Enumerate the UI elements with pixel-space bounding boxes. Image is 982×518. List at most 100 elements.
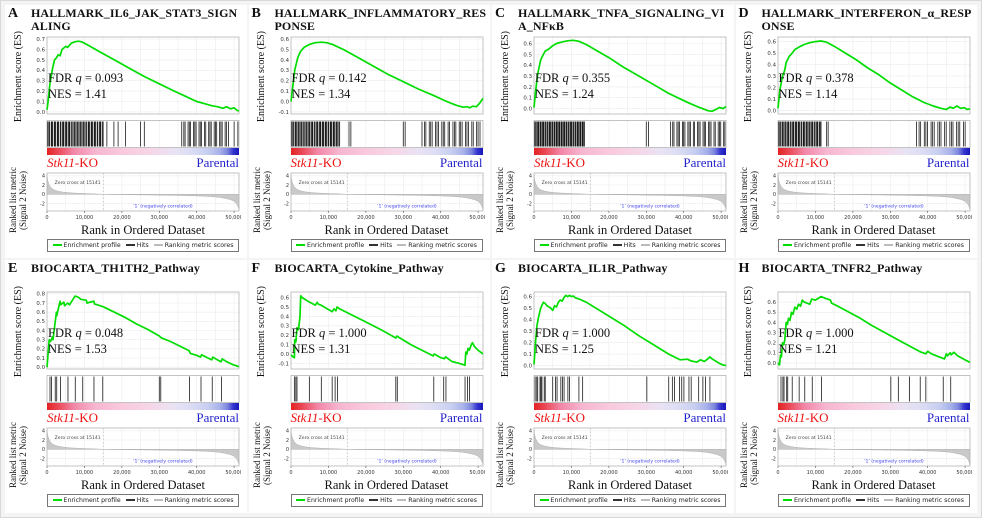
enrichment-score-plot: 0.8 0.7 0.6 0.5 0.4 0.3 0.2 0.1 0.0	[36, 291, 240, 371]
svg-text:0.3: 0.3	[36, 79, 45, 85]
svg-text:40,000: 40,000	[431, 215, 449, 221]
nes-line: NES = 1.25	[535, 342, 594, 357]
ranking-metric-swatch	[640, 244, 650, 246]
parental-label: Parental	[196, 155, 239, 170]
fdr-nes-stats: FDR q = 0.142 NES = 1.34	[292, 70, 367, 103]
svg-text:4: 4	[529, 429, 532, 435]
svg-text:'1' (negatively correlated): '1' (negatively correlated)	[133, 204, 193, 210]
svg-text:20,000: 20,000	[113, 470, 130, 476]
svg-text:0.1: 0.1	[280, 89, 289, 95]
es-axis-label: Enrichment score (ES)	[736, 31, 762, 122]
stk11-ko-label: Stk11-KO	[290, 155, 342, 170]
svg-text:0.6: 0.6	[280, 37, 289, 43]
metric-axis-label-line1: Ranked list metric	[495, 422, 505, 488]
panel-letter: D	[738, 6, 749, 21]
svg-text:20,000: 20,000	[844, 470, 862, 476]
nes-line: NES = 1.14	[778, 87, 838, 102]
svg-text:30,000: 30,000	[881, 215, 899, 221]
ranking-metric-swatch	[640, 499, 650, 501]
parental-label: Parental	[439, 410, 483, 425]
ranking-metric-swatch	[884, 244, 894, 246]
x-axis-label: Rank in Ordered Dataset	[568, 223, 692, 237]
es-axis-label: Enrichment score (ES)	[492, 286, 518, 377]
svg-text:2: 2	[529, 438, 532, 444]
svg-text:'1' (negatively correlated): '1' (negatively correlated)	[620, 459, 680, 465]
svg-text:2: 2	[772, 183, 775, 189]
legend-item-ranking: Ranking metric scores	[153, 497, 233, 504]
svg-text:0.2: 0.2	[767, 86, 776, 92]
svg-text:30,000: 30,000	[638, 470, 656, 476]
phenotype-labels: Stk11-KO Parental	[291, 410, 483, 426]
svg-text:Zero cross at 15141: Zero cross at 15141	[542, 435, 588, 441]
metric-axis-label-line2: (Signal 2 Noise)	[505, 170, 515, 230]
gsea-panel-c: C HALLMARK_TNFA_SIGNALING_VIA_NFκB Enric…	[492, 5, 734, 258]
svg-text:4: 4	[285, 174, 288, 180]
es-axis-label-text: Enrichment score (ES)	[499, 31, 511, 123]
legend-item-enrichment: Enrichment profile	[783, 242, 851, 249]
svg-text:10,000: 10,000	[563, 215, 581, 221]
svg-text:30,000: 30,000	[394, 470, 412, 476]
gsea-panel-e: E BIOCARTA_TH1TH2_Pathway Enrichment sco…	[5, 260, 247, 513]
metric-axis-label-line2: (Signal 2 Noise)	[261, 170, 272, 230]
enrichment-score-plot: 0.6 0.5 0.4 0.3 0.2 0.1 0.0	[767, 291, 970, 370]
ranking-metric-swatch	[153, 244, 163, 246]
legend-item-hits: Hits	[856, 497, 879, 504]
phenotype-gradient-bar	[534, 403, 726, 410]
panel-title: BIOCARTA_TH1TH2_Pathway	[31, 261, 201, 275]
svg-text:0.5: 0.5	[280, 47, 289, 53]
enrichment-profile-swatch	[539, 499, 549, 501]
phenotype-gradient-bar	[47, 148, 239, 155]
svg-text:20,000: 20,000	[113, 215, 130, 221]
enrichment-score-plot: 0.6 0.5 0.4 0.3 0.2 0.1 0.0	[767, 36, 970, 115]
fdr-line: FDR q = 1.000	[535, 326, 611, 340]
legend-item-enrichment: Enrichment profile	[539, 497, 608, 504]
enrichment-profile-swatch	[52, 244, 62, 246]
metric-axis-label-line1: Ranked list metric	[8, 422, 18, 488]
legend-item-hits: Hits	[856, 242, 879, 249]
panel-letter: G	[495, 261, 506, 276]
svg-text:Zero cross at 15141: Zero cross at 15141	[542, 180, 588, 186]
metric-axis-label: Ranked list metric (Signal 2 Noise)	[249, 403, 275, 507]
legend-item-enrichment: Enrichment profile	[296, 497, 364, 504]
svg-text:10,000: 10,000	[76, 470, 94, 476]
stk11-ko-label: Stk11-KO	[290, 410, 342, 425]
svg-text:30,000: 30,000	[881, 470, 899, 476]
phenotype-gradient-bar	[290, 403, 483, 410]
svg-text:0.6: 0.6	[523, 41, 532, 47]
es-axis-label-text: Enrichment score (ES)	[256, 286, 267, 378]
svg-text:10,000: 10,000	[563, 470, 581, 476]
hits-strip	[290, 375, 483, 403]
svg-text:Zero cross at 15141: Zero cross at 15141	[55, 180, 101, 186]
hits-strip	[777, 375, 970, 403]
es-axis-label-text: Enrichment score (ES)	[12, 286, 24, 378]
nes-line: NES = 1.24	[535, 87, 594, 102]
svg-text:40,000: 40,000	[918, 470, 936, 476]
enrichment-profile-swatch	[52, 499, 62, 501]
panel-title: HALLMARK_INTERFERON_α_RESPONSE	[761, 6, 972, 33]
svg-text:0.4: 0.4	[36, 68, 45, 74]
svg-text:4: 4	[529, 174, 532, 180]
enrichment-profile-swatch	[296, 244, 306, 246]
svg-text:0.4: 0.4	[280, 314, 289, 320]
legend: Enrichment profile Hits Ranking metric s…	[47, 494, 239, 507]
ranking-metric-swatch	[884, 499, 894, 501]
svg-text:0.1: 0.1	[36, 356, 45, 362]
svg-text:0.6: 0.6	[36, 310, 45, 316]
svg-text:4: 4	[772, 174, 775, 180]
gsea-panel-d: D HALLMARK_INTERFERON_α_RESPONSE Enrichm…	[735, 5, 977, 258]
metric-axis-label: Ranked list metric (Signal 2 Noise)	[492, 403, 518, 507]
stk11-ko-label: Stk11-KO	[777, 410, 829, 425]
metric-axis-label-line2: (Signal 2 Noise)	[261, 425, 272, 485]
svg-text:0.3: 0.3	[523, 329, 532, 335]
fdr-nes-stats: FDR q = 1.000 NES = 1.25	[535, 325, 610, 358]
hits-strip	[46, 120, 240, 148]
svg-text:0.4: 0.4	[280, 58, 289, 64]
svg-text:10,000: 10,000	[319, 215, 337, 221]
legend: Enrichment profile Hits Ranking metric s…	[47, 239, 239, 252]
legend-item-hits: Hits	[125, 242, 149, 249]
panel-title: BIOCARTA_TNFR2_Pathway	[761, 261, 923, 275]
svg-text:0: 0	[285, 447, 288, 453]
svg-text:0.0: 0.0	[36, 110, 45, 116]
nes-line: NES = 1.41	[48, 87, 107, 102]
svg-text:20,000: 20,000	[600, 215, 618, 221]
